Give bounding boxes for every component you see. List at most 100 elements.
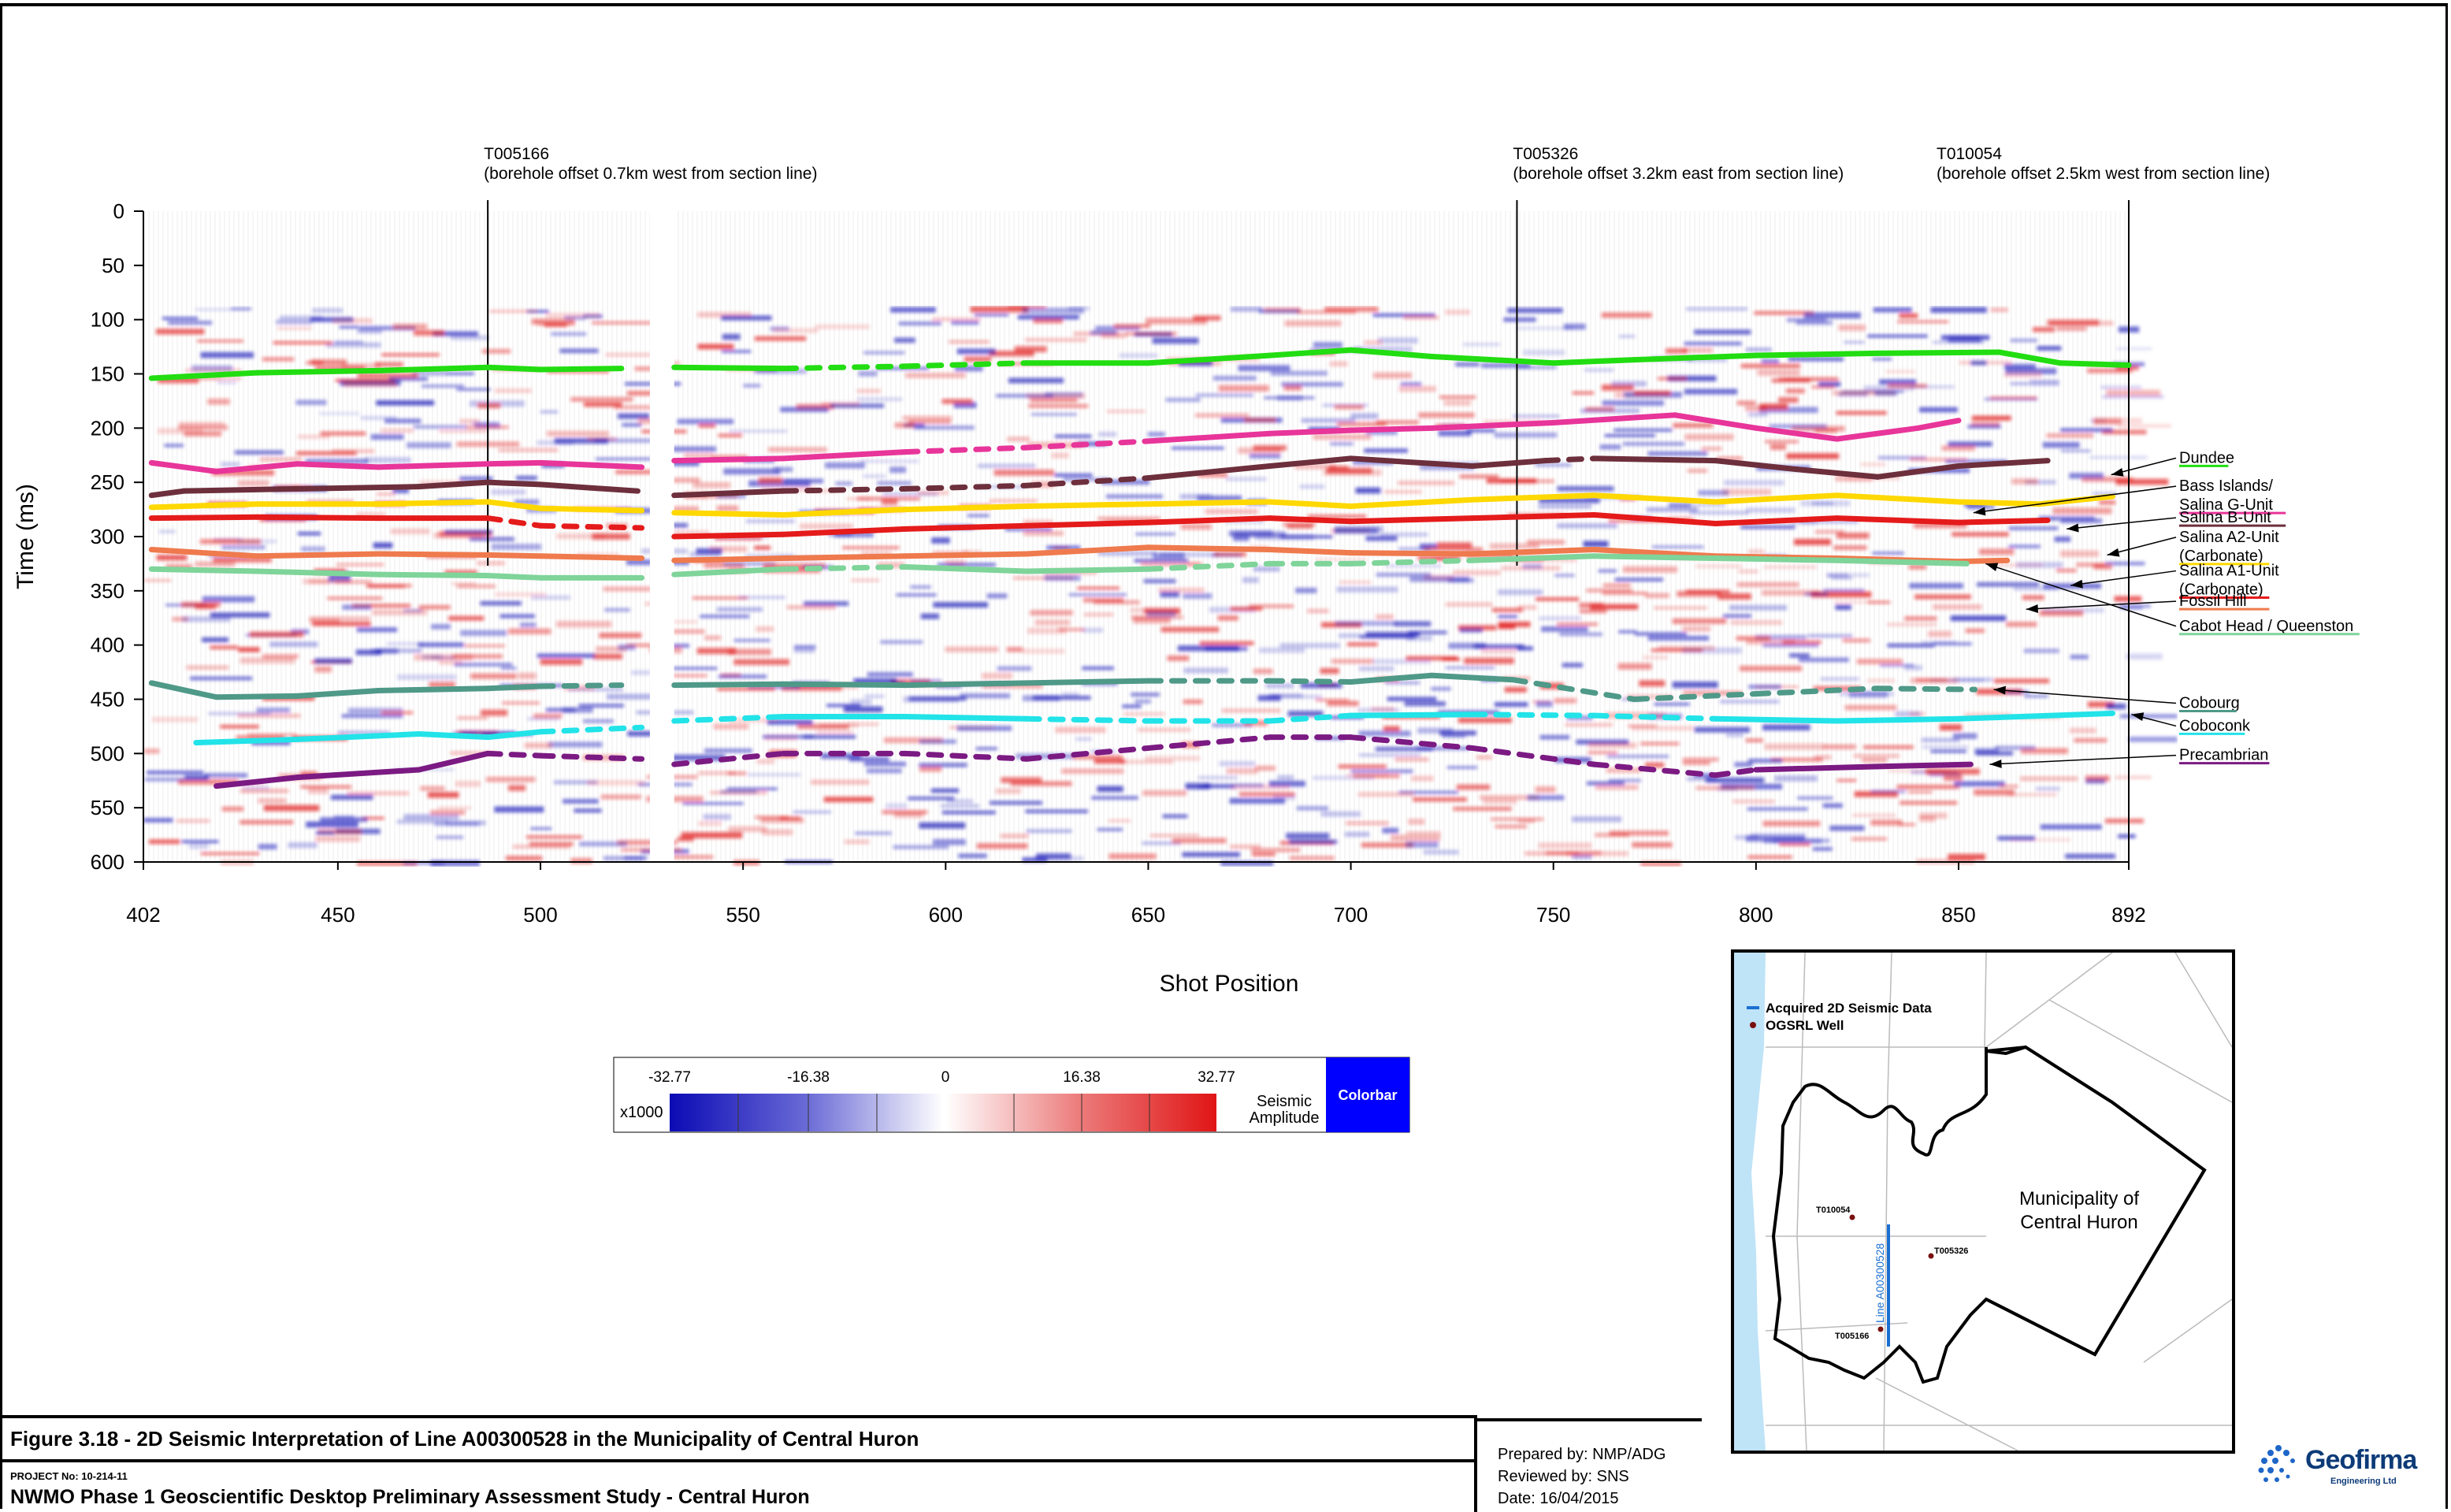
amplitude-blob: [2039, 610, 2083, 616]
x-tick-label: 500: [523, 903, 557, 927]
amplitude-blob: [1718, 593, 1751, 600]
amplitude-blob: [1268, 780, 1305, 787]
amplitude-blob: [1673, 423, 1714, 428]
seismic-line-label: Line A00300528: [1874, 1243, 1886, 1323]
amplitude-blob: [780, 407, 829, 413]
borehole-name: T005166: [484, 145, 549, 163]
amplitude-blob: [716, 493, 746, 499]
amplitude-blob: [1178, 360, 1213, 366]
amplitude-blob: [1010, 781, 1072, 786]
amplitude-blob: [2106, 704, 2126, 709]
amplitude-blob: [1877, 456, 1926, 459]
amplitude-blob: [1183, 667, 1228, 674]
amplitude-blob: [933, 602, 988, 608]
amplitude-blob: [1225, 477, 1267, 481]
amplitude-blob: [933, 838, 966, 845]
amplitude-blob: [1025, 337, 1087, 342]
amplitude-blob: [164, 444, 184, 448]
amplitude-blob: [1181, 741, 1201, 749]
horizon-segment: [1915, 418, 1962, 431]
colorbar-button[interactable]: [1326, 1057, 1409, 1132]
amplitude-blob: [1836, 779, 1857, 782]
horizon-segment: [294, 767, 422, 781]
amplitude-blob: [723, 468, 781, 475]
horizon-segment: [1793, 466, 1881, 480]
amplitude-blob: [867, 672, 913, 677]
amplitude-blob: [1723, 614, 1752, 618]
horizon-segment: [781, 681, 908, 689]
amplitude-blob: [1611, 381, 1647, 387]
amplitude-blob: [1257, 695, 1281, 701]
amplitude-blob: [2060, 428, 2113, 433]
amplitude-blob: [835, 481, 852, 485]
amplitude-blob: [1999, 785, 2018, 788]
amplitude-blob: [1666, 348, 1688, 354]
amplitude-blob: [1226, 767, 1258, 775]
amplitude-blob: [669, 630, 705, 633]
amplitude-blob: [1221, 708, 1281, 713]
amplitude-blob: [692, 596, 748, 600]
amplitude-blob: [1329, 465, 1349, 470]
amplitude-blob: [1778, 377, 1838, 381]
amplitude-blob: [1517, 326, 1574, 330]
amplitude-blob: [1398, 481, 1455, 485]
amplitude-blob: [448, 615, 485, 621]
amplitude-blob: [1997, 836, 2035, 841]
amplitude-blob: [1481, 362, 1530, 368]
date: Date: 16/04/2015: [1498, 1490, 1619, 1507]
amplitude-blob: [2119, 604, 2151, 608]
amplitude-blob: [1294, 464, 1336, 470]
amplitude-blob: [1006, 647, 1023, 652]
arrowhead-icon: [2107, 548, 2120, 557]
amplitude-blob: [300, 546, 325, 552]
amplitude-blob: [1149, 834, 1199, 838]
borehole-name: T005326: [1513, 145, 1578, 163]
amplitude-blob: [1094, 759, 1125, 764]
horizon-segment: [1023, 475, 1151, 489]
colorbar-negative: [670, 1094, 943, 1131]
amplitude-blob: [1538, 504, 1592, 509]
amplitude-blob: [754, 545, 771, 550]
amplitude-blob: [1685, 589, 1730, 593]
amplitude-blob: [786, 605, 836, 609]
horizon-pointer: [2067, 517, 2177, 530]
amplitude-blob: [696, 648, 736, 655]
amplitude-blob: [2118, 834, 2136, 838]
amplitude-blob: [1445, 666, 1495, 669]
horizon-segment: [485, 729, 544, 741]
amplitude-blob: [332, 449, 375, 454]
amplitude-blob: [1033, 696, 1091, 700]
amplitude-blob: [1391, 834, 1441, 841]
amplitude-blob: [1438, 430, 1472, 437]
amplitude-blob: [397, 674, 457, 680]
x-tick-label: 550: [726, 903, 759, 927]
amplitude-blob: [1915, 678, 1948, 682]
amplitude-blob: [339, 325, 358, 329]
amplitude-blob: [905, 373, 966, 378]
x-tick-label: 800: [1739, 903, 1773, 927]
horizon-label: (Carbonate): [2179, 548, 2263, 565]
seismic-amplitude-texture: [143, 306, 2178, 867]
amplitude-blob: [318, 829, 362, 834]
well-marker: [1877, 1326, 1884, 1332]
amplitude-blob: [696, 548, 722, 555]
municipality-label-line1: Municipality of: [2019, 1188, 2139, 1209]
amplitude-blob: [1008, 377, 1064, 384]
amplitude-blob: [341, 714, 403, 719]
amplitude-blob: [1822, 589, 1865, 593]
amplitude-blob: [953, 402, 977, 408]
amplitude-blob: [738, 596, 785, 599]
amplitude-blob: [1413, 797, 1467, 802]
horizon-segment: [148, 370, 260, 381]
amplitude-blob: [372, 609, 427, 615]
amplitude-blob: [182, 616, 231, 622]
amplitude-blob: [1330, 442, 1354, 446]
amplitude-blob: [413, 425, 467, 429]
amplitude-blob: [1279, 535, 1333, 538]
amplitude-blob: [793, 645, 816, 649]
amplitude-blob: [903, 696, 959, 703]
amplitude-blob: [595, 457, 653, 461]
amplitude-blob: [1919, 407, 1958, 413]
amplitude-blob: [803, 734, 856, 739]
amplitude-blob: [1258, 309, 1300, 314]
